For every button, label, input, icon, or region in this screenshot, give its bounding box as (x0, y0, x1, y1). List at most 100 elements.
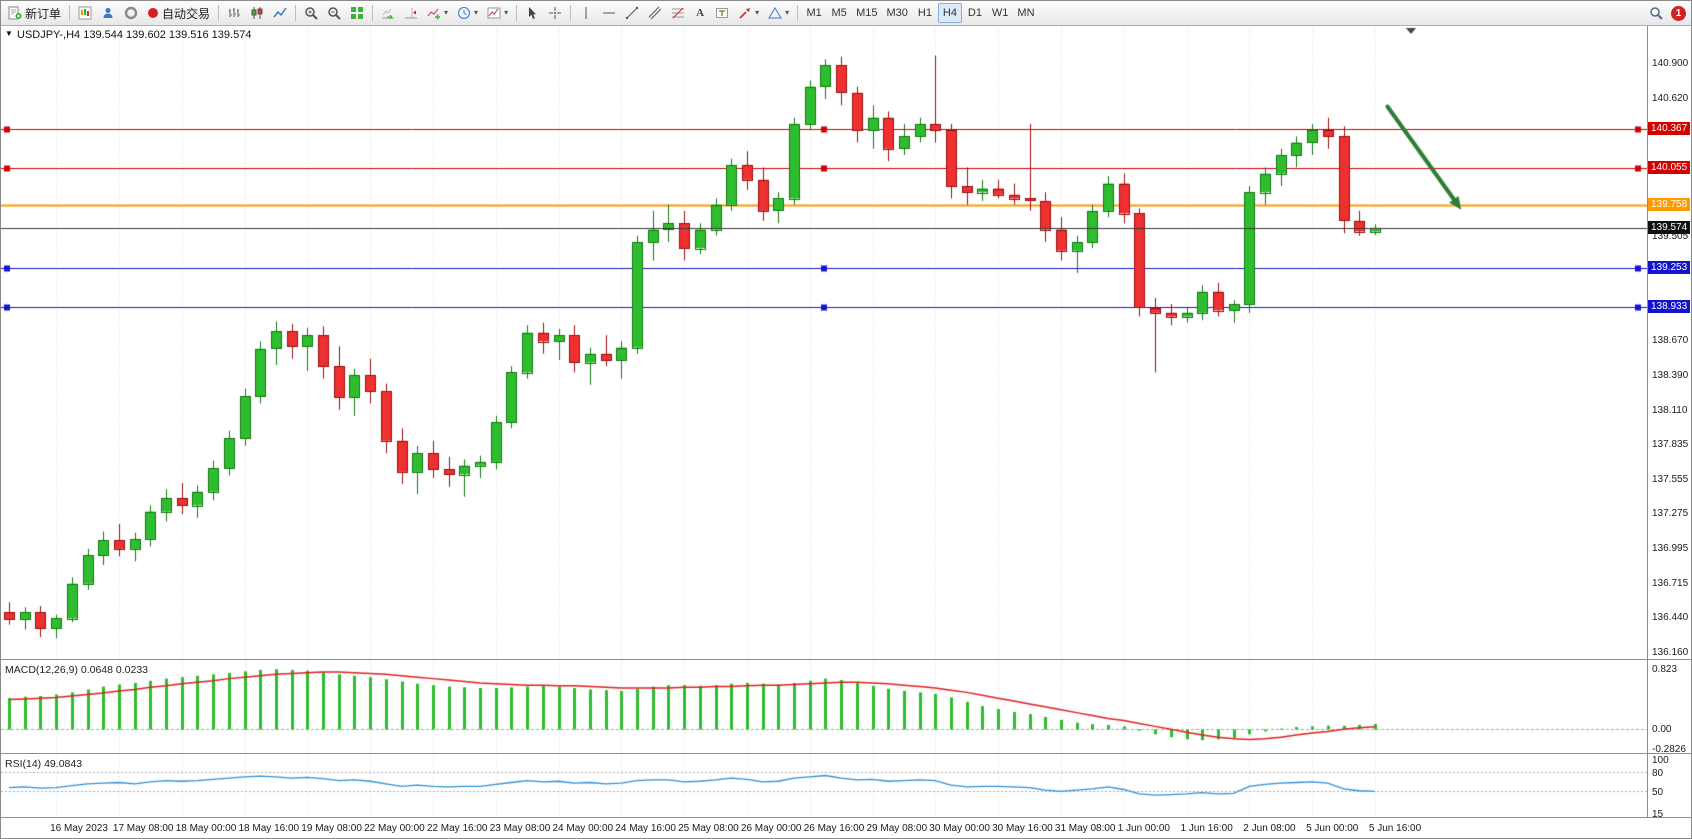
toolbar-separator (218, 5, 220, 21)
time-tick-label: 30 May 00:00 (929, 823, 990, 834)
timeframe-mn-button[interactable]: MN (1013, 3, 1038, 23)
tile-windows-button[interactable] (346, 3, 368, 23)
periods-button[interactable]: ▾ (453, 3, 482, 23)
timeframe-h1-button[interactable]: H1 (913, 3, 937, 23)
indicators-icon (427, 6, 441, 20)
new-chart-button[interactable] (74, 3, 96, 23)
bar-chart-type-button[interactable] (223, 3, 245, 23)
time-tick-label: 1 Jun 00:00 (1117, 823, 1170, 834)
price-tick-label: 137.835 (1652, 438, 1689, 450)
line-chart-type-icon (273, 6, 287, 20)
crosshair-icon (548, 6, 562, 20)
line-chart-type-button[interactable] (269, 3, 291, 23)
price-tick-label: 138.390 (1652, 369, 1689, 381)
candlestick-type-button[interactable] (246, 3, 268, 23)
timeframe-d1-button[interactable]: D1 (963, 3, 987, 23)
community-button[interactable] (120, 3, 142, 23)
zoom-out-button[interactable] (323, 3, 345, 23)
price-level-badge: 140.367 (1648, 122, 1691, 136)
timeframe-m1-button[interactable]: M1 (802, 3, 826, 23)
cursor-button[interactable] (521, 3, 543, 23)
text-icon: A (696, 7, 705, 19)
time-tick-label: 22 May 00:00 (364, 823, 425, 834)
fibonacci-tool-button[interactable] (667, 3, 689, 23)
price-axis[interactable]: 140.900 140.620 139.505 138.670 138.390 138.1… (1648, 25, 1691, 820)
zoom-in-button[interactable] (300, 3, 322, 23)
macd-pane-label: MACD(12,26,9) 0.0648 0.0233 (5, 664, 149, 676)
time-tick-label: 29 May 08:00 (866, 823, 928, 834)
time-tick-label: 31 May 08:00 (1054, 823, 1116, 834)
zoom-in-icon (304, 6, 318, 20)
timeframe-w1-button[interactable]: W1 (988, 3, 1013, 23)
time-tick-label: 5 Jun 00:00 (1306, 823, 1359, 834)
time-axis[interactable]: 16 May 2023 17 May 08:00 18 May 00:00 18 Ma… (1, 818, 1647, 838)
macd-tick-label: 0.823 (1652, 664, 1678, 675)
timeframe-m30-button[interactable]: M30 (883, 3, 912, 23)
chart-shift-button[interactable] (400, 3, 422, 23)
profiles-button[interactable] (97, 3, 119, 23)
price-tick-label: 140.620 (1652, 92, 1689, 104)
price-axis-separator (1647, 25, 1648, 817)
auto-trading-label: 自动交易 (162, 6, 211, 21)
rsi-indicator-canvas[interactable] (1, 755, 1647, 817)
pane-separator[interactable] (1, 753, 1691, 754)
templates-button[interactable]: ▾ (483, 3, 512, 23)
toolbar-separator (516, 5, 518, 21)
auto-trading-status-icon (147, 7, 159, 19)
one-click-trading-toggle[interactable]: ▼ (5, 29, 13, 38)
horizontal-line-tool-button[interactable] (598, 3, 620, 23)
horizontal-line-icon (602, 6, 616, 20)
zoom-out-icon (327, 6, 341, 20)
pane-separator (1, 817, 1691, 818)
macd-indicator-canvas[interactable] (1, 661, 1647, 753)
price-level-badge: 138.933 (1648, 300, 1691, 314)
timeframe-m5-button[interactable]: M5 (827, 3, 851, 23)
auto-scroll-button[interactable] (377, 3, 399, 23)
price-chart-canvas[interactable] (1, 25, 1647, 659)
templates-icon (487, 6, 501, 20)
vertical-line-icon (579, 6, 593, 20)
channel-tool-button[interactable] (644, 3, 666, 23)
price-tick-label: 137.555 (1652, 473, 1689, 485)
time-tick-label: 2 Jun 08:00 (1243, 823, 1296, 834)
auto-scroll-icon (381, 6, 395, 20)
notification-badge[interactable]: 1 (1671, 5, 1686, 21)
indicators-button[interactable]: ▾ (423, 3, 452, 23)
timeframe-m15-button[interactable]: M15 (852, 3, 881, 23)
time-tick-label: 5 Jun 16:00 (1368, 823, 1422, 834)
text-tool-button[interactable]: A (690, 3, 710, 23)
rsi-pane-label: RSI(14) 49.0843 (5, 758, 83, 770)
arrows-tool-button[interactable]: ▾ (734, 3, 763, 23)
channel-icon (648, 6, 662, 20)
toolbar-separator (570, 5, 572, 21)
crosshair-button[interactable] (544, 3, 566, 23)
time-tick-label: 1 Jun 16:00 (1180, 823, 1233, 834)
new-order-button[interactable]: 新订单 (4, 3, 65, 23)
chevron-down-icon: ▾ (785, 8, 790, 17)
shapes-tool-button[interactable]: ▾ (764, 3, 793, 23)
toolbar-separator (295, 5, 297, 21)
auto-trading-button[interactable]: 自动交易 (143, 3, 214, 23)
trendline-icon (625, 6, 639, 20)
new-order-label: 新订单 (25, 6, 62, 21)
time-tick-label: 25 May 08:00 (678, 823, 739, 834)
search-button[interactable] (1645, 3, 1667, 23)
toolbar-separator (69, 5, 71, 21)
chart-shift-icon (404, 6, 418, 20)
pane-separator[interactable] (1, 659, 1691, 660)
price-tick-label: 136.715 (1652, 578, 1689, 590)
arrow-object-icon (738, 6, 752, 20)
price-tick-label: 136.160 (1652, 647, 1689, 658)
toolbar-separator (372, 5, 374, 21)
timeframe-h4-button[interactable]: H4 (937, 3, 962, 23)
price-tick-label: 136.995 (1652, 543, 1689, 555)
trendline-tool-button[interactable] (621, 3, 643, 23)
time-tick-label: 17 May 08:00 (112, 823, 174, 834)
chevron-down-icon: ▾ (444, 8, 449, 17)
chevron-down-icon: ▾ (504, 8, 509, 17)
label-tool-button[interactable] (711, 3, 733, 23)
current-price-badge: 139.574 (1648, 220, 1691, 234)
fibonacci-icon (671, 6, 685, 20)
vertical-line-tool-button[interactable] (575, 3, 597, 23)
price-tick-label: 136.440 (1652, 612, 1689, 624)
